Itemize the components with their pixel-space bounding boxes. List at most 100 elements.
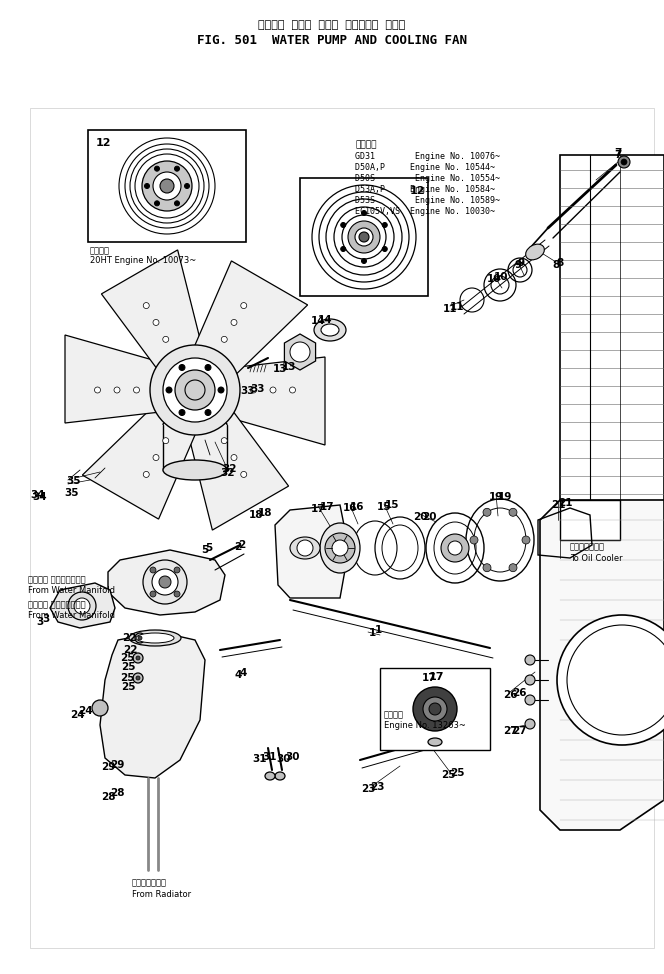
Text: 16: 16 [343, 503, 357, 513]
Text: 3: 3 [42, 614, 49, 624]
Text: 20HT Engine No. 10073~: 20HT Engine No. 10073~ [90, 256, 197, 265]
Text: Engine No. 13263~: Engine No. 13263~ [384, 721, 466, 730]
Circle shape [221, 437, 227, 444]
Text: 26: 26 [512, 688, 527, 698]
Text: 適用番号: 適用番号 [355, 140, 376, 149]
Text: ウォータ  ポンプ  および  クーリング  ファン: ウォータ ポンプ および クーリング ファン [258, 20, 406, 30]
Circle shape [525, 719, 535, 729]
Text: 4: 4 [234, 670, 242, 680]
Ellipse shape [321, 324, 339, 336]
Circle shape [185, 183, 189, 189]
Text: 1: 1 [369, 628, 376, 638]
Circle shape [348, 221, 380, 253]
Text: 14: 14 [318, 315, 333, 325]
Circle shape [142, 161, 192, 211]
Circle shape [250, 387, 256, 393]
Circle shape [429, 703, 441, 715]
Circle shape [325, 533, 355, 563]
Text: From Radiator: From Radiator [132, 890, 191, 899]
Text: 適用番号: 適用番号 [384, 710, 404, 719]
Circle shape [179, 409, 185, 416]
Circle shape [231, 319, 237, 325]
Text: ウォータ マニホールから: ウォータ マニホールから [28, 575, 86, 584]
Circle shape [145, 183, 149, 189]
Text: 3: 3 [37, 617, 44, 627]
Text: 25: 25 [450, 768, 465, 778]
Circle shape [359, 232, 369, 242]
Text: D53S        Engine No. 10589~: D53S Engine No. 10589~ [355, 196, 500, 205]
Circle shape [166, 387, 172, 393]
Circle shape [153, 455, 159, 461]
Text: 9: 9 [515, 260, 521, 270]
Text: 19: 19 [489, 492, 503, 502]
Circle shape [94, 387, 100, 393]
Circle shape [133, 387, 139, 393]
Text: 34: 34 [33, 492, 47, 502]
Text: 24: 24 [78, 706, 92, 716]
Circle shape [341, 246, 346, 251]
Circle shape [163, 437, 169, 444]
Text: D53A,P     Engine No. 10584~: D53A,P Engine No. 10584~ [355, 185, 495, 194]
Circle shape [221, 336, 227, 342]
Text: 32: 32 [222, 464, 237, 474]
Text: 19: 19 [498, 492, 513, 502]
Circle shape [241, 471, 247, 477]
Text: 25: 25 [441, 770, 456, 780]
Text: 17: 17 [422, 673, 436, 683]
Circle shape [361, 258, 367, 264]
Circle shape [205, 364, 211, 370]
Circle shape [382, 222, 387, 228]
Text: 23: 23 [370, 782, 384, 792]
Circle shape [341, 222, 346, 228]
Circle shape [483, 508, 491, 516]
Text: 7: 7 [614, 148, 622, 158]
Bar [300, 178, 428, 296]
Circle shape [423, 697, 447, 721]
Circle shape [525, 675, 535, 685]
Text: FIG. 501  WATER PUMP AND COOLING FAN: FIG. 501 WATER PUMP AND COOLING FAN [197, 34, 467, 47]
Text: 31: 31 [262, 752, 276, 762]
Circle shape [143, 471, 149, 477]
Polygon shape [540, 500, 664, 830]
Text: 17: 17 [429, 672, 444, 682]
Text: 8: 8 [556, 258, 563, 268]
Text: D50S        Engine No. 10554~: D50S Engine No. 10554~ [355, 174, 500, 183]
Polygon shape [195, 357, 325, 445]
Text: 17: 17 [311, 504, 325, 514]
Ellipse shape [320, 523, 360, 573]
Ellipse shape [129, 630, 181, 646]
Circle shape [174, 567, 180, 573]
Text: 14: 14 [311, 316, 325, 326]
Text: 18: 18 [258, 508, 272, 518]
Circle shape [143, 303, 149, 309]
Text: 7: 7 [614, 150, 622, 160]
Circle shape [138, 636, 142, 640]
Ellipse shape [275, 772, 285, 780]
Circle shape [150, 591, 156, 597]
Polygon shape [108, 550, 225, 615]
Polygon shape [560, 500, 620, 540]
Text: 11: 11 [450, 302, 465, 312]
Text: 18: 18 [249, 510, 263, 520]
Circle shape [179, 364, 185, 370]
Text: From Water Manifold: From Water Manifold [28, 611, 115, 620]
Circle shape [136, 676, 140, 680]
Text: ウォータ マニホールから: ウォータ マニホールから [28, 600, 86, 609]
Text: 17: 17 [320, 502, 335, 512]
Text: 35: 35 [67, 476, 81, 486]
Circle shape [413, 687, 457, 731]
Circle shape [361, 210, 367, 215]
Circle shape [92, 700, 108, 716]
Text: 25: 25 [121, 682, 135, 692]
Ellipse shape [136, 633, 174, 643]
Circle shape [621, 159, 627, 165]
Text: D50A,P     Engine No. 10544~: D50A,P Engine No. 10544~ [355, 163, 495, 172]
Circle shape [448, 541, 462, 555]
Circle shape [297, 540, 313, 556]
Text: 21: 21 [550, 500, 565, 510]
Circle shape [155, 167, 159, 171]
Text: 28: 28 [101, 792, 116, 802]
Circle shape [332, 540, 348, 556]
Text: 29: 29 [101, 762, 115, 772]
Circle shape [231, 455, 237, 461]
